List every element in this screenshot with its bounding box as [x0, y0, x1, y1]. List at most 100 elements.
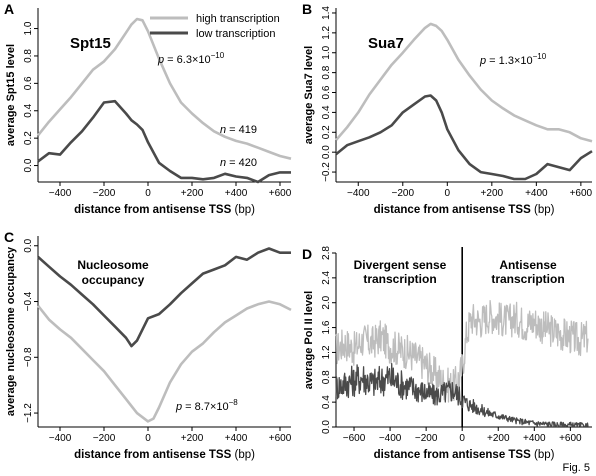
- panel-title-line1: Nucleosome: [77, 258, 149, 272]
- annotation: p = 6.3×10−10: [157, 51, 225, 66]
- panel-c: C −1.2 −0.8 −0.4 0.0 −400 −200 0 +200 +400 +600 dis…: [4, 229, 292, 461]
- x-axis-label-unit: (bp): [234, 449, 255, 461]
- y-tick-label: 2.0: [321, 295, 332, 309]
- y-tick-label: 1.2: [321, 25, 332, 39]
- legend-label-low: low transcription: [196, 28, 275, 40]
- y-tick-label: 0.2: [23, 131, 34, 145]
- x-axis-label-text: distance from antisense TSS: [374, 449, 534, 461]
- y-tick-label: −0.2: [321, 162, 332, 182]
- x-tick-label: +400: [225, 433, 248, 444]
- y-tick-label: 0.0: [321, 145, 332, 159]
- x-axis-label-unit: (bp): [534, 449, 555, 461]
- x-tick-label: +600: [570, 188, 593, 199]
- annotation: n = 419: [220, 124, 257, 136]
- series-line-low: [37, 247, 291, 348]
- ann-var: p: [479, 55, 486, 67]
- x-axis-label-unit: (bp): [234, 204, 255, 216]
- ann-exp: −10: [211, 51, 225, 60]
- x-axis-label-text: distance from antisense TSS: [374, 204, 534, 216]
- y-tick-label: 1.6: [321, 320, 332, 334]
- x-tick-label: 0: [145, 188, 151, 199]
- panel-title-right-line1: Antisense: [499, 258, 557, 272]
- x-tick-label: +400: [525, 188, 548, 199]
- x-tick-label: +600: [559, 433, 582, 444]
- panel-letter: D: [302, 246, 312, 262]
- x-tick-label: +200: [181, 433, 204, 444]
- y-tick-label: 1.0: [321, 45, 332, 59]
- y-tick-label: 1.2: [321, 345, 332, 359]
- series-line-high: [335, 299, 589, 403]
- x-tick-label: 0: [459, 433, 465, 444]
- y-tick-label: 2.4: [321, 270, 332, 284]
- y-tick-label: 0.6: [23, 76, 34, 90]
- x-tick-label: 0: [145, 433, 151, 444]
- x-tick-label: 0: [445, 188, 451, 199]
- y-axis-label: average nucleosome occupancy: [5, 246, 17, 416]
- x-tick-label: −400: [379, 433, 402, 444]
- ann-var: n: [220, 157, 226, 169]
- x-tick-label: −200: [392, 188, 415, 199]
- panel-title-left-line1: Divergent sense: [354, 258, 447, 272]
- y-tick-label: −1.2: [23, 403, 34, 423]
- panel-d: D 0.0 0.4 0.8 1.2 1.6 2.0 2.4 2.8 −600 −400 −200 0 +2…: [302, 246, 592, 461]
- panel-title-right-line2: transcription: [491, 272, 564, 286]
- x-axis-label-unit: (bp): [534, 204, 555, 216]
- series-line-high: [335, 22, 593, 143]
- legend: high transcription low transcription: [150, 13, 280, 40]
- series-line-high: [36, 17, 292, 160]
- ann-var: p: [157, 54, 164, 66]
- ann-var: n: [220, 124, 226, 136]
- panel-title-left-line2: transcription: [363, 272, 436, 286]
- x-axis-label-text: distance from antisense TSS: [74, 449, 234, 461]
- series-line-high: [36, 300, 292, 423]
- series-line-low: [37, 99, 291, 184]
- y-tick-label: 0.2: [321, 125, 332, 139]
- annotation: p = 8.7×10−8: [175, 398, 238, 413]
- y-tick-label: 0.6: [321, 85, 332, 99]
- y-tick-label: 1.4: [321, 6, 332, 20]
- y-tick-label: 0.4: [23, 103, 34, 117]
- y-tick-label: 0.0: [321, 420, 332, 434]
- y-tick-label: 0.4: [321, 105, 332, 119]
- y-tick-label: 0.4: [321, 395, 332, 409]
- x-tick-label: +200: [181, 188, 204, 199]
- y-tick-label: 0.8: [321, 65, 332, 79]
- y-tick-label: 0.8: [321, 370, 332, 384]
- ann-val: = 8.7×10: [182, 401, 229, 413]
- legend-label-high: high transcription: [196, 13, 280, 25]
- x-tick-label: −200: [93, 433, 116, 444]
- x-axis-label: distance from antisense TSS (bp): [374, 449, 555, 461]
- panel-title-line2: occupancy: [82, 273, 145, 287]
- x-tick-label: +600: [269, 433, 292, 444]
- y-tick-label: 0.8: [23, 49, 34, 63]
- figure-label: Fig. 5: [562, 462, 590, 474]
- x-tick-label: +200: [487, 433, 510, 444]
- x-tick-label: +600: [269, 188, 292, 199]
- x-axis-label: distance from antisense TSS (bp): [74, 449, 255, 461]
- ann-exp: −10: [533, 52, 547, 61]
- x-tick-label: +200: [481, 188, 504, 199]
- x-tick-label: −400: [49, 433, 72, 444]
- x-axis-label-text: distance from antisense TSS: [74, 204, 234, 216]
- y-tick-label: −0.8: [23, 347, 34, 367]
- x-tick-label: +400: [225, 188, 248, 199]
- y-tick-label: 0.0: [23, 238, 34, 252]
- y-tick-label: 0.0: [23, 158, 34, 172]
- series-line-low: [335, 363, 589, 428]
- y-tick-label: 2.8: [321, 246, 332, 260]
- x-tick-label: −200: [415, 433, 438, 444]
- x-tick-label: −200: [93, 188, 116, 199]
- x-tick-label: −400: [347, 188, 370, 199]
- y-axis-label: average Pol II level: [303, 291, 315, 389]
- x-tick-label: −400: [49, 188, 72, 199]
- panel-letter: C: [4, 229, 14, 245]
- series-line-low: [335, 94, 593, 181]
- annotation: n = 420: [220, 157, 257, 169]
- panel-title: Spt15: [70, 35, 111, 52]
- x-tick-label: −600: [343, 433, 366, 444]
- panel-letter: A: [4, 1, 14, 17]
- x-axis-label: distance from antisense TSS (bp): [74, 204, 255, 216]
- y-tick-label: 1.0: [23, 21, 34, 35]
- panel-b: B −0.2 0.0 0.2 0.4 0.6 0.8 1.0 1.2 1.4 −400 −200 0 +2…: [302, 1, 593, 216]
